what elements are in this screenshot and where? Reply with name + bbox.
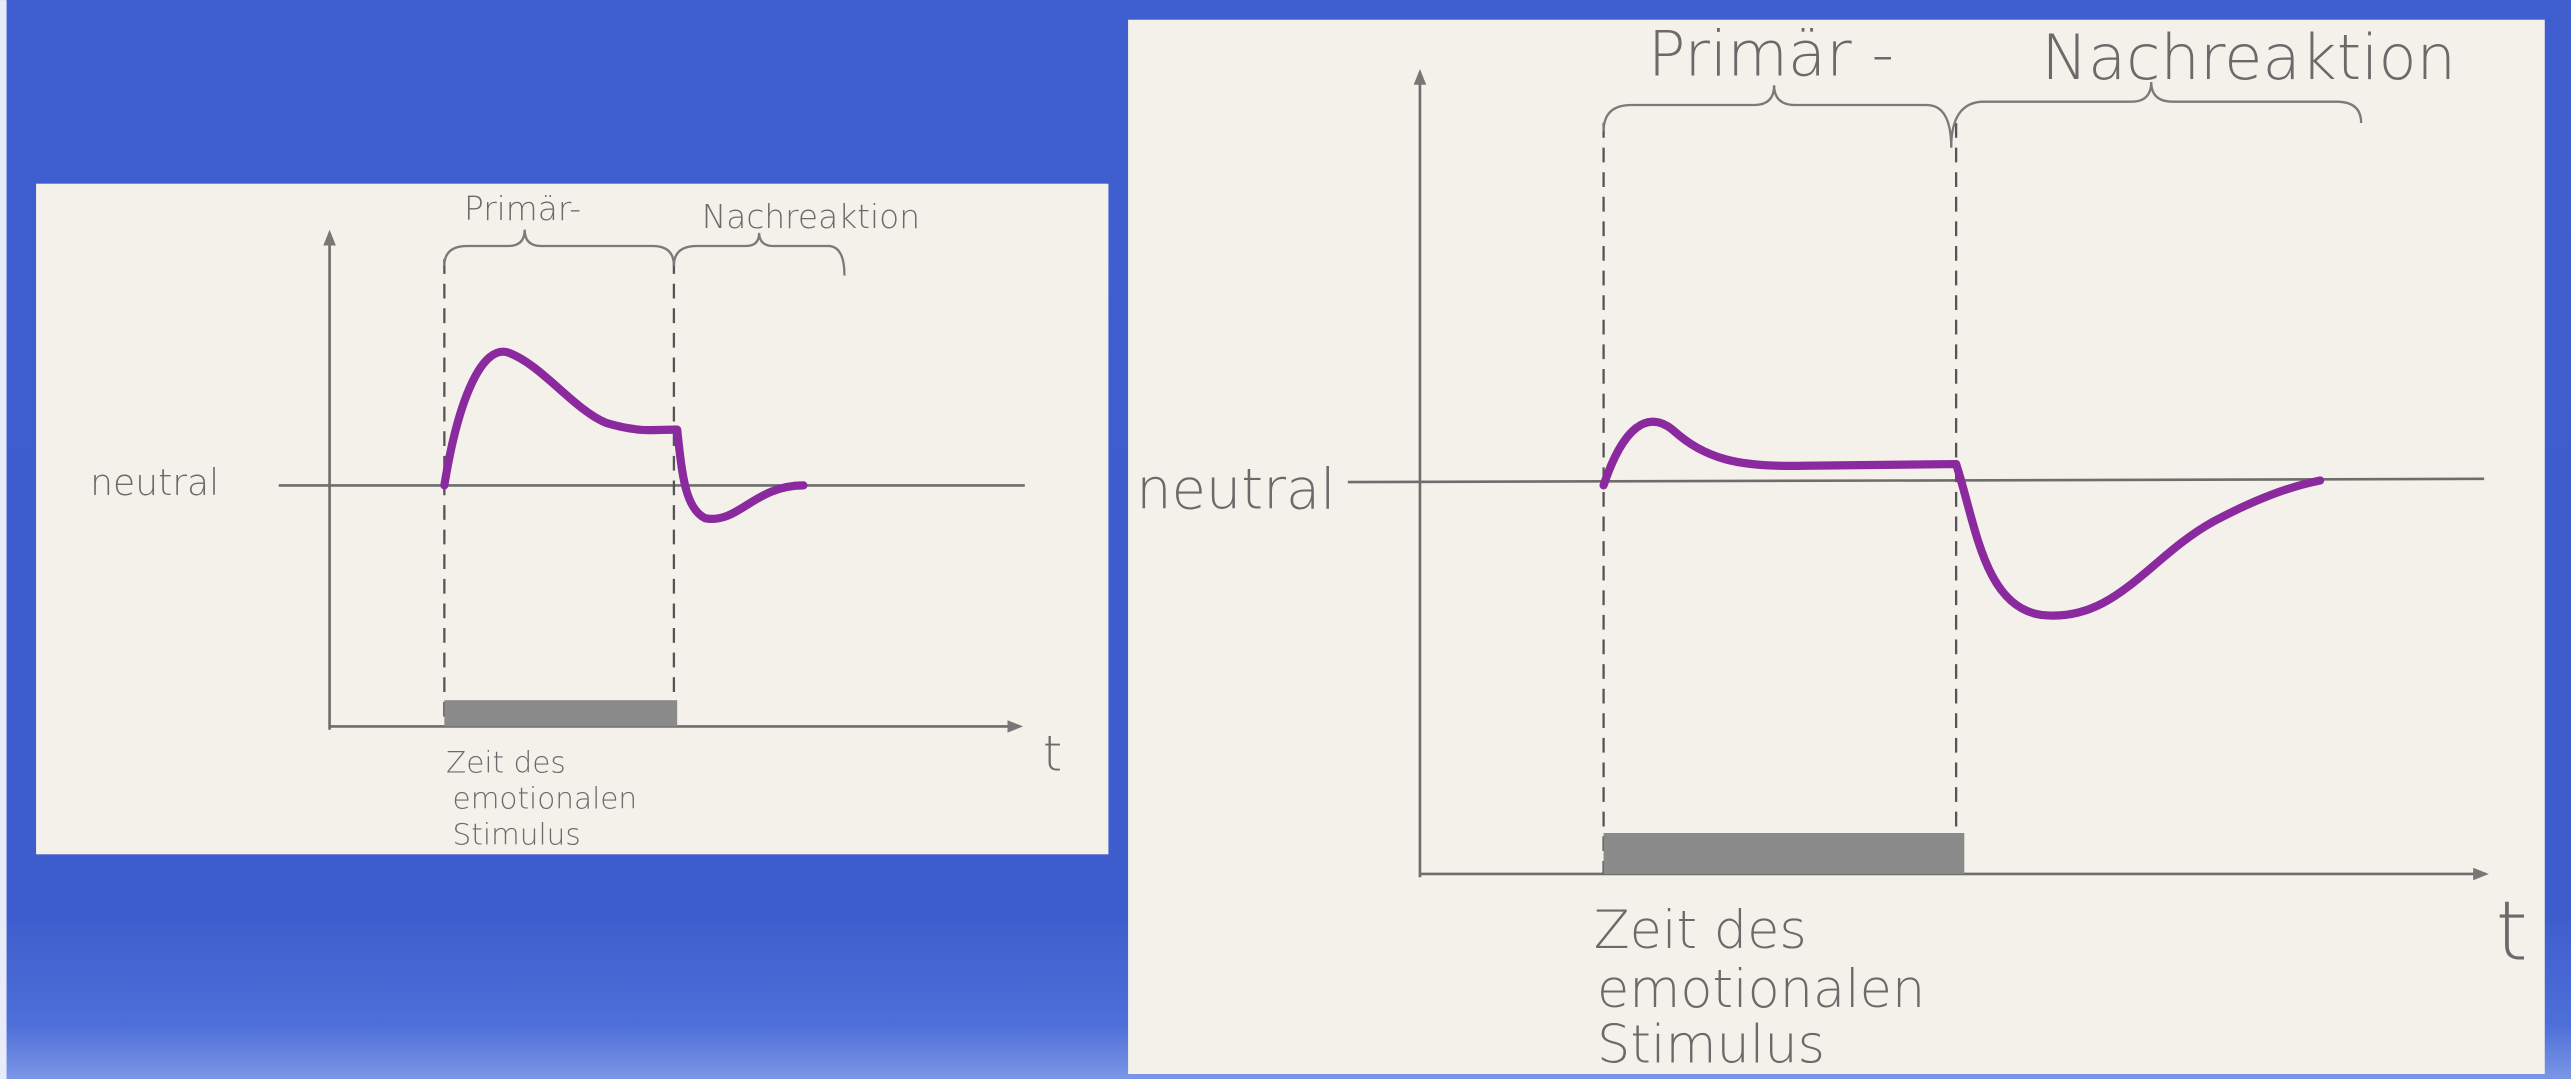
brace-primary <box>443 229 676 266</box>
after-label: Nachreaktion <box>2041 21 2456 94</box>
stimulus-label: Zeit des <box>1594 900 1807 961</box>
primary-label: Primär- <box>464 190 581 228</box>
stimulus-label: emotionalen <box>453 781 638 815</box>
reaction-curve <box>440 347 808 523</box>
baseline-label: neutral <box>90 462 219 504</box>
stimulus-label: Stimulus <box>1597 1015 1825 1076</box>
brace-after <box>1950 81 2363 148</box>
brace-primary <box>1602 85 1953 148</box>
baseline-label: neutral <box>1136 457 1335 522</box>
brace-after <box>672 232 846 276</box>
axis-label: t <box>1043 725 1062 783</box>
diagram-large: Primär - Nachreaktion neutral t Zeit des… <box>1128 17 2545 1076</box>
axis-label: t <box>2496 884 2528 979</box>
neutral-line <box>1347 477 2485 484</box>
stimulus-bar <box>1603 833 1965 874</box>
reaction-curve <box>1599 417 2325 620</box>
diagram-small: Primär- Nachreaktion neutral t Zeit des … <box>36 183 1109 855</box>
stimulus-label: emotionalen <box>1597 959 1925 1020</box>
stimulus-bar <box>444 700 678 727</box>
stimulus-label: Zeit des <box>446 745 566 779</box>
paper <box>1128 19 2545 1075</box>
paper <box>36 183 1109 855</box>
primary-label: Primär - <box>1648 17 1894 90</box>
after-label: Nachreaktion <box>702 198 920 236</box>
left-edge <box>0 0 7 1079</box>
stimulus-label: Stimulus <box>453 817 581 851</box>
